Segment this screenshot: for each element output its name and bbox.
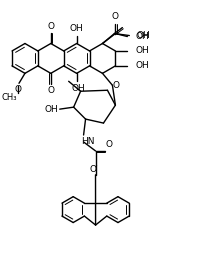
- Text: O: O: [47, 86, 54, 95]
- Text: O: O: [47, 22, 54, 31]
- Text: OH: OH: [136, 31, 149, 40]
- Text: O: O: [89, 165, 96, 174]
- Text: O: O: [111, 12, 118, 21]
- Text: O: O: [112, 81, 119, 90]
- Text: OH: OH: [71, 84, 85, 93]
- Text: O: O: [105, 140, 112, 149]
- Text: OH: OH: [135, 46, 148, 55]
- Text: OH: OH: [135, 32, 148, 41]
- Text: OH: OH: [69, 24, 83, 33]
- Text: CH₃: CH₃: [1, 93, 17, 102]
- Text: OH: OH: [135, 61, 148, 70]
- Text: OH: OH: [45, 105, 58, 114]
- Text: HN: HN: [80, 138, 94, 147]
- Text: O: O: [14, 85, 21, 94]
